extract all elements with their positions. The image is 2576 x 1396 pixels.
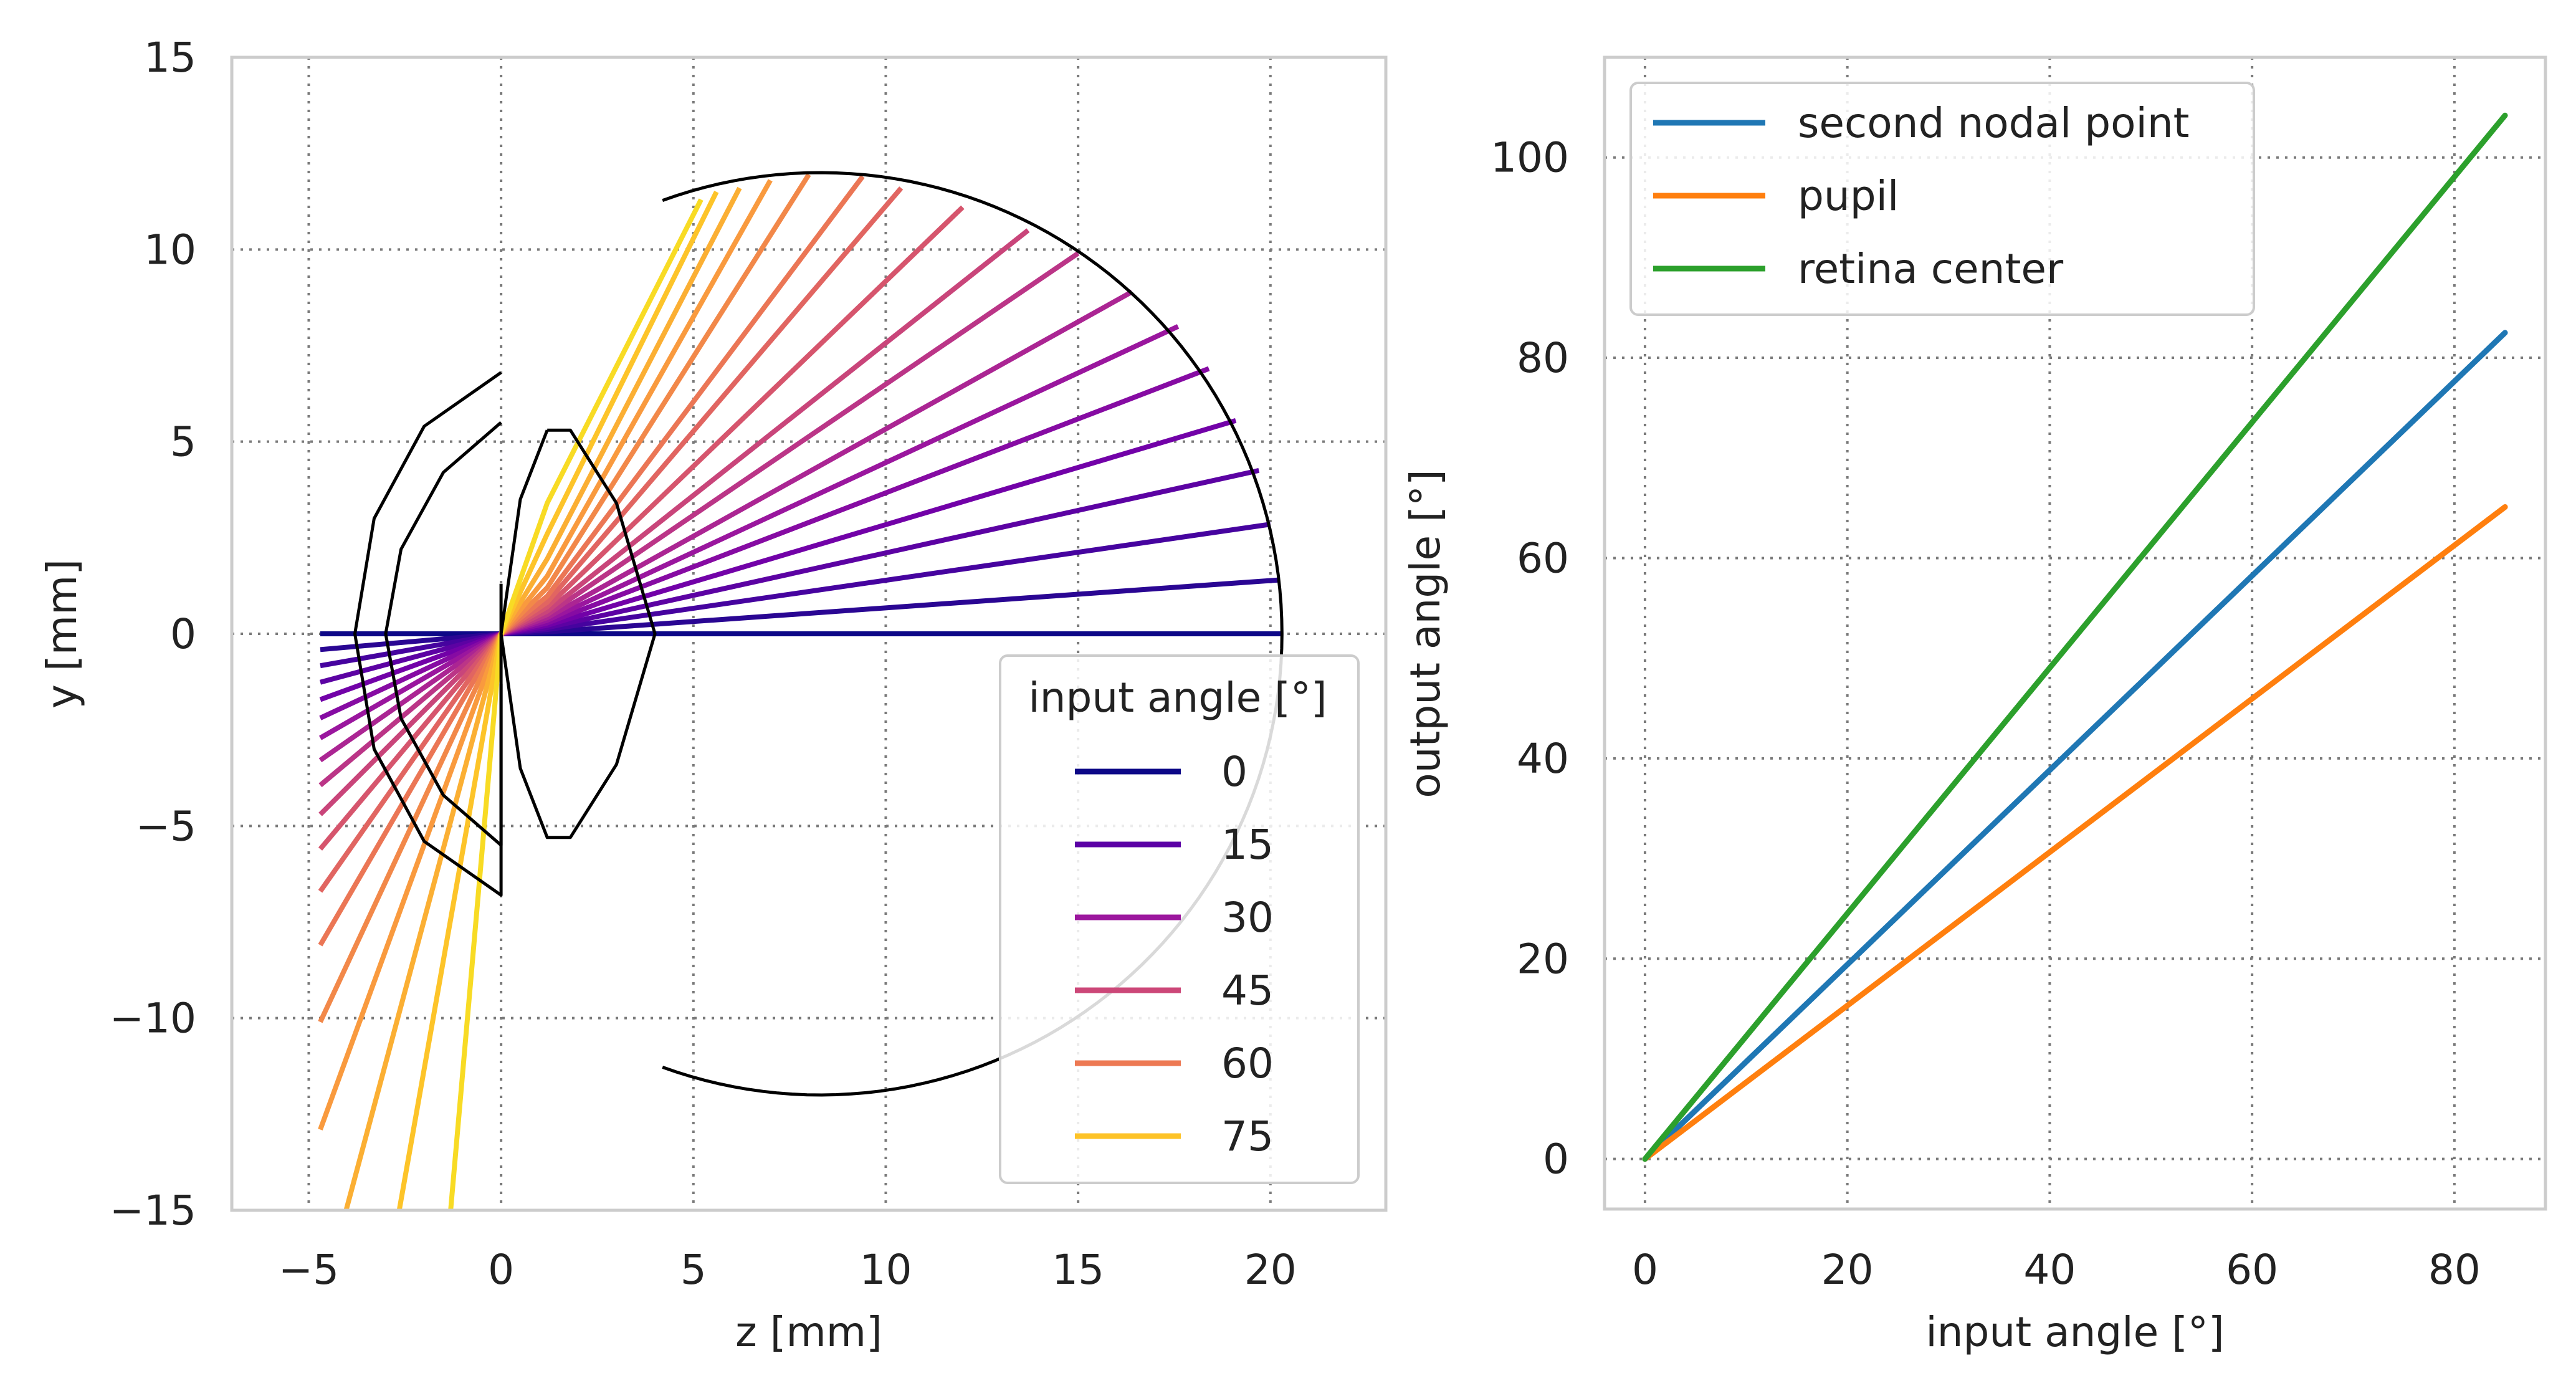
ray-trace-x-tick-label: 15 (1052, 1246, 1104, 1294)
angle-mapping-x-label: input angle [°] (1925, 1308, 2224, 1356)
angle-mapping-y-tick-label: 20 (1517, 935, 1569, 983)
output-angle-legend-box (1629, 82, 2255, 316)
angle-mapping-x-tick-label: 40 (2023, 1246, 2076, 1294)
ray-trace-x-label: z [mm] (735, 1308, 882, 1356)
eye-lens-outline (499, 428, 657, 839)
input-angle-legend-entries: 0 15 30 45 60 75 (1075, 748, 1274, 1160)
legend-label-45: 45 (1221, 967, 1274, 1015)
angle-mapping-x-tick-label: 60 (2226, 1246, 2278, 1294)
eye-cornea-inner-outline (384, 421, 503, 847)
legend-label-15: 15 (1221, 821, 1274, 869)
eye-cornea-outline (353, 371, 503, 897)
ray-bundle (318, 173, 1282, 1210)
angle-mapping-x-tick-label: 80 (2428, 1246, 2481, 1294)
ray-trace-y-tick-label: 15 (144, 34, 196, 82)
ray-trace-plot-area (318, 171, 1284, 1210)
ray-trace-y-label: y [mm] (38, 559, 86, 709)
eye-outline (353, 171, 1284, 1097)
legend-label-0: 0 (1221, 748, 1247, 796)
series-line-retina-center (1642, 112, 2508, 1162)
angle-mapping-y-ticks: 0 20 40 60 80 100 (1491, 134, 1569, 1183)
output-angle-legend: second nodal point pupil retina center (1629, 82, 2255, 316)
angle-mapping-y-tick-label: 100 (1491, 134, 1569, 182)
ray-trace-y-ticks: −15 −10 −5 0 5 10 15 (110, 34, 196, 1235)
ray-trace-x-tick-label: −5 (279, 1246, 339, 1294)
angle-mapping-y-tick-label: 0 (1543, 1135, 1569, 1183)
input-angle-legend-title: input angle [°] (1028, 674, 1327, 722)
angle-mapping-x-tick-label: 0 (1632, 1246, 1658, 1294)
ray-trace-y-tick-label: 5 (170, 418, 196, 466)
ray-path (396, 191, 719, 1210)
ray-trace-x-tick-label: 0 (488, 1246, 514, 1294)
ray-trace-y-tick-label: −5 (136, 802, 196, 850)
ray-trace-x-tick-label: 10 (859, 1246, 912, 1294)
ray-trace-x-ticks: −5 0 5 10 15 20 (279, 1246, 1297, 1294)
angle-mapping-y-tick-label: 80 (1517, 334, 1569, 382)
legend-label-60: 60 (1221, 1040, 1274, 1088)
input-angle-legend: input angle [°] 0 15 30 45 60 75 (999, 654, 1360, 1184)
ray-path (318, 179, 773, 1131)
ray-path (318, 174, 865, 947)
legend-label-second-nodal-point: second nodal point (1798, 99, 2190, 147)
ray-trace-y-tick-label: −15 (110, 1187, 196, 1235)
ray-trace-y-tick-label: 0 (170, 610, 196, 658)
angle-mapping-axes-frame (1603, 55, 2547, 1211)
ray-path (318, 173, 811, 1023)
angle-mapping-y-tick-label: 40 (1517, 735, 1569, 783)
legend-label-75: 75 (1221, 1112, 1274, 1160)
ray-path (343, 186, 742, 1210)
angle-mapping-panel: 0 20 40 60 80 0 20 40 60 80 100 input angle [°] o… (1401, 55, 2547, 1356)
output-angle-legend-entries: second nodal point pupil retina center (1653, 99, 2190, 293)
angle-mapping-x-tick-label: 20 (1821, 1246, 1874, 1294)
series-line-pupil (1642, 504, 2508, 1162)
ray-trace-y-tick-label: −10 (110, 995, 196, 1043)
angle-mapping-plot-area (1642, 112, 2508, 1162)
angle-mapping-x-ticks: 0 20 40 60 80 (1632, 1246, 2481, 1294)
legend-label-retina-center: retina center (1798, 245, 2064, 293)
legend-label-30: 30 (1221, 894, 1274, 942)
eye-retina-outline (662, 171, 1284, 1097)
ray-path (448, 198, 704, 1210)
series-line-second-nodal-point (1642, 330, 2508, 1162)
legend-label-pupil: pupil (1798, 172, 1899, 220)
angle-mapping-y-tick-label: 60 (1517, 534, 1569, 582)
ray-trace-y-tick-label: 10 (144, 226, 196, 274)
angle-mapping-y-label: output angle [°] (1401, 469, 1449, 798)
ray-trace-x-tick-label: 20 (1244, 1246, 1297, 1294)
ray-trace-x-tick-label: 5 (680, 1246, 707, 1294)
ray-trace-axes-frame (230, 55, 1388, 1212)
